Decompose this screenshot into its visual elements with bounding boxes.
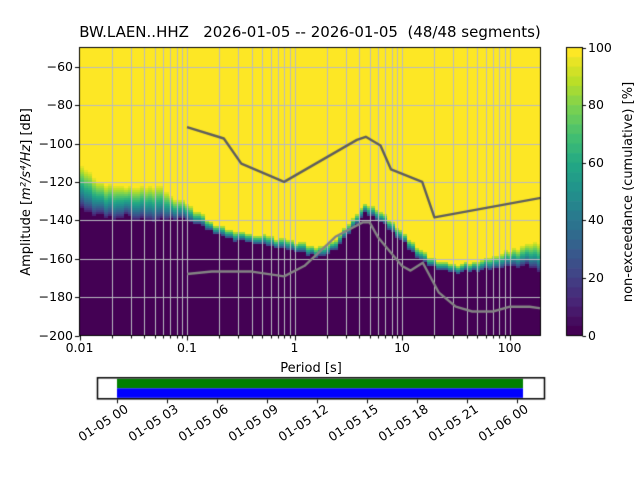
- y-tick-label: −100: [38, 135, 73, 151]
- y-tick-label: −80: [46, 97, 73, 113]
- x-tick-label: 0.1: [177, 340, 197, 355]
- y-tick-label: −60: [46, 58, 73, 74]
- y-tick-label: −120: [38, 173, 73, 189]
- colorbar-tick-label: 0: [588, 327, 596, 343]
- y-axis-label: Amplitude [m²/s⁴/Hz] [dB]: [19, 108, 34, 276]
- y-tick-label: −180: [38, 289, 73, 305]
- y-axis-label-units: m²/s⁴/Hz: [19, 144, 34, 200]
- x-axis-label: Period [s]: [280, 361, 342, 376]
- x-tick-label: 0.01: [65, 340, 94, 355]
- x-tick-label: 100: [497, 340, 522, 355]
- colorbar-tick-label: 20: [588, 269, 604, 285]
- y-tick-label: −140: [38, 212, 73, 228]
- colorbar-tick-label: 60: [588, 154, 604, 170]
- plot-title: BW.LAEN..HHZ 2026-01-05 -- 2026-01-05 (4…: [79, 23, 541, 41]
- x-tick-label: 1: [290, 340, 299, 355]
- colorbar-label: non-exceedance (cumulative) [%]: [621, 81, 636, 303]
- y-tick-label: −160: [38, 250, 73, 266]
- colorbar-tick-label: 100: [588, 39, 612, 55]
- y-tick-label: −200: [38, 327, 73, 343]
- x-tick-label: 10: [394, 340, 410, 355]
- colorbar-tick-label: 40: [588, 212, 604, 228]
- colorbar-tick-label: 80: [588, 97, 604, 113]
